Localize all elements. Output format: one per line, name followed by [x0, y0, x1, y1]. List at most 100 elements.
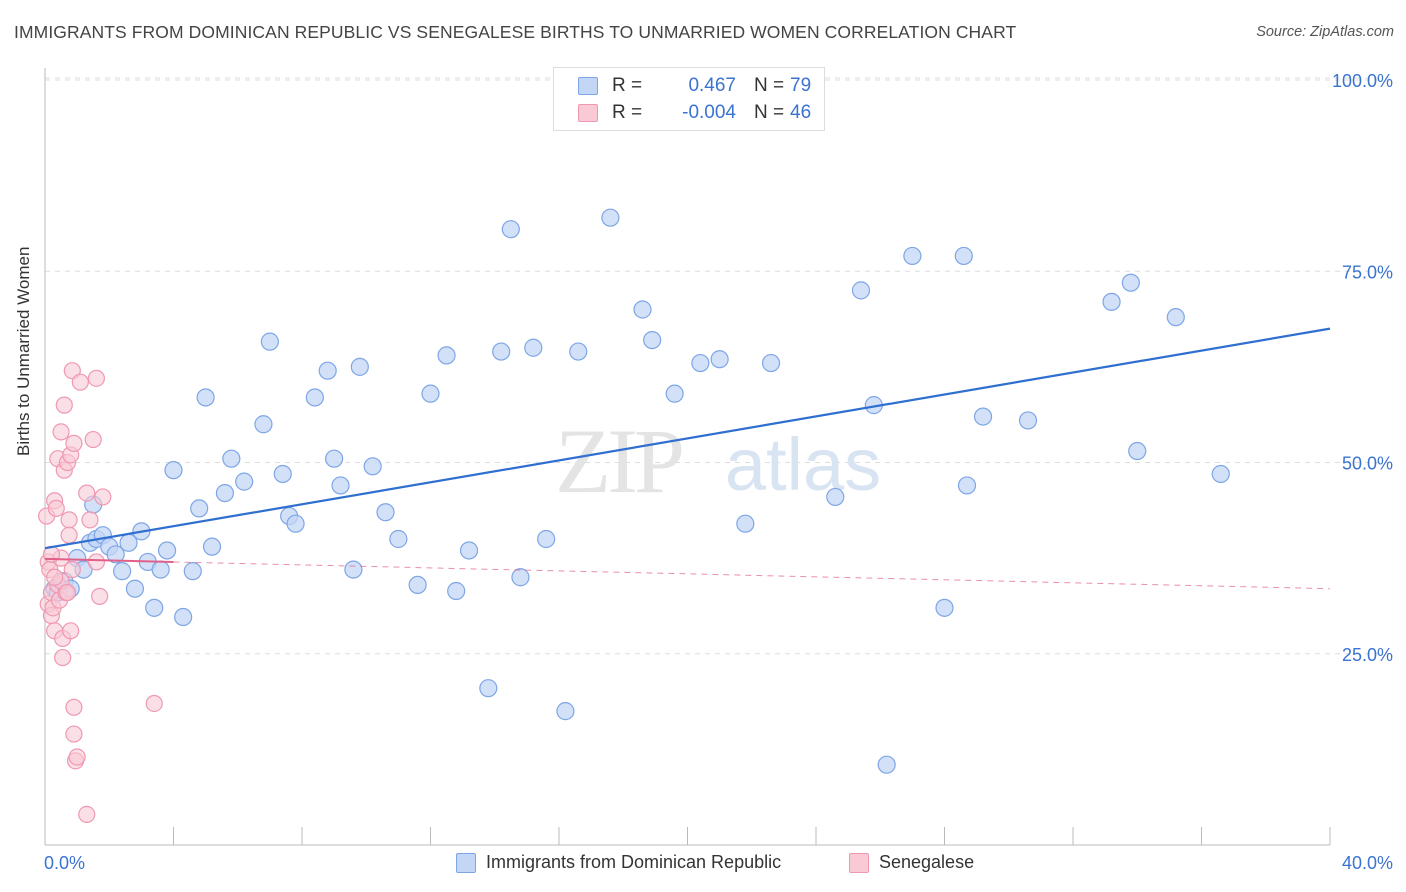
point-senegalese — [87, 553, 106, 571]
point-senegalese — [60, 526, 78, 544]
legend-item-senegalese: Senegalese — [849, 852, 974, 873]
point-senegalese — [65, 434, 83, 452]
watermark-atlas: atlas — [725, 423, 881, 506]
point-senegalese — [60, 511, 78, 529]
point-dominican — [511, 568, 530, 587]
point-dominican — [459, 541, 479, 560]
point-senegalese — [78, 484, 96, 502]
point-dominican — [569, 342, 588, 361]
point-dominican — [125, 579, 145, 598]
point-dominican — [215, 484, 234, 503]
n-label: N = — [754, 102, 785, 123]
legend-swatch-blue — [456, 852, 476, 873]
x-tick-label: 0.0% — [44, 853, 85, 873]
legend-item-dominican: Immigrants from Dominican Republic — [456, 852, 781, 873]
axes — [44, 68, 1331, 846]
point-senegalese — [55, 396, 73, 414]
watermark: ZIP atlas — [555, 410, 881, 512]
point-dominican — [273, 464, 292, 484]
point-dominican — [524, 338, 543, 357]
point-dominican — [222, 449, 241, 468]
y-tick-label: 25.0% — [1342, 645, 1393, 665]
source-credit: Source: ZipAtlas.com — [1256, 24, 1394, 40]
point-senegalese — [71, 373, 89, 391]
point-dominican — [318, 361, 337, 380]
point-senegalese — [47, 499, 65, 517]
r-value: 0.467 — [688, 75, 736, 96]
point-dominican — [363, 457, 382, 476]
point-senegalese — [52, 423, 70, 441]
point-dominican — [164, 461, 183, 480]
r-label: R = — [612, 102, 643, 123]
point-dominican — [736, 514, 755, 533]
point-dominican — [1018, 411, 1038, 430]
point-dominican — [954, 246, 973, 266]
point-senegalese — [78, 805, 96, 824]
legend-row-blue: R = 0.467 N = 79 — [578, 74, 811, 98]
point-dominican — [537, 529, 556, 549]
point-dominican — [826, 487, 845, 507]
point-dominican — [196, 388, 215, 407]
point-dominican — [633, 300, 652, 319]
correlation-legend: R = 0.467 N = 79 R = -0.004 N = 46 — [553, 67, 825, 131]
point-dominican — [1102, 292, 1121, 311]
point-dominican — [254, 415, 273, 434]
point-dominican — [235, 472, 254, 491]
point-dominican — [903, 246, 922, 266]
point-dominican — [492, 342, 511, 361]
point-dominican — [1211, 464, 1230, 484]
point-dominican — [601, 208, 620, 227]
y-tick-label: 75.0% — [1342, 262, 1393, 282]
point-senegalese — [46, 568, 64, 586]
legend-label: Senegalese — [879, 852, 975, 872]
point-dominican — [1166, 308, 1185, 327]
point-senegalese — [84, 430, 102, 449]
point-dominican — [761, 353, 781, 373]
series-legend: Immigrants from Dominican Republic Seneg… — [0, 852, 1406, 878]
point-dominican — [851, 281, 871, 300]
n-label: N = — [754, 75, 785, 96]
trend-line-senegalese-extension — [173, 561, 1331, 590]
point-senegalese — [68, 748, 86, 766]
point-dominican — [350, 357, 369, 376]
tick-labels: 25.0% 50.0% 75.0% 100.0% 0.0% 40.0% — [44, 71, 1393, 873]
y-axis-label: Births to Unmarried Women — [14, 246, 33, 456]
point-dominican — [437, 346, 456, 365]
y-tick-label: 100.0% — [1332, 71, 1393, 91]
point-dominican — [665, 384, 684, 403]
y-tick-label: 50.0% — [1342, 454, 1393, 474]
point-dominican — [389, 529, 408, 549]
n-value: 46 — [790, 102, 812, 123]
point-dominican — [190, 499, 209, 518]
point-senegalese — [62, 622, 80, 640]
point-dominican — [305, 388, 324, 407]
point-dominican — [877, 755, 896, 774]
point-senegalese — [91, 587, 109, 605]
point-dominican — [1128, 441, 1147, 461]
chart-title: IMMIGRANTS FROM DOMINICAN REPUBLIC VS SE… — [14, 22, 1017, 42]
point-dominican — [344, 560, 363, 579]
point-dominican — [145, 598, 164, 617]
data-points — [38, 208, 1230, 824]
watermark-zip: ZIP — [555, 410, 682, 512]
legend-row-pink: R = -0.004 N = 46 — [578, 101, 811, 125]
r-value: -0.004 — [682, 102, 736, 123]
point-dominican — [710, 350, 729, 369]
legend-label: Immigrants from Dominican Republic — [486, 852, 782, 872]
point-senegalese — [94, 488, 112, 506]
point-dominican — [151, 560, 170, 579]
point-dominican — [957, 476, 977, 495]
point-dominican — [408, 575, 427, 595]
point-dominican — [447, 581, 466, 601]
point-senegalese — [65, 698, 83, 716]
point-dominican — [286, 514, 305, 533]
point-senegalese — [65, 725, 83, 743]
point-dominican — [973, 407, 993, 426]
point-dominican — [331, 476, 350, 495]
point-dominican — [643, 331, 662, 350]
r-label: R = — [612, 75, 643, 96]
point-dominican — [501, 220, 520, 239]
point-dominican — [556, 702, 575, 721]
point-senegalese — [58, 583, 77, 602]
